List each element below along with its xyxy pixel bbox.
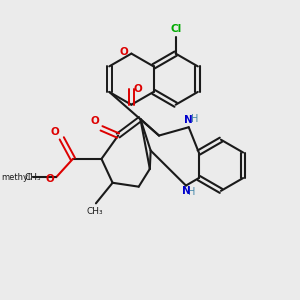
- Text: H: H: [191, 114, 198, 124]
- Text: N: N: [182, 186, 190, 196]
- Text: O: O: [91, 116, 99, 126]
- Text: methyl: methyl: [2, 173, 31, 182]
- Text: H: H: [188, 187, 196, 197]
- Text: Cl: Cl: [170, 24, 181, 34]
- Text: CH₃: CH₃: [86, 207, 103, 216]
- Text: O: O: [51, 127, 59, 137]
- Text: O: O: [45, 174, 54, 184]
- Text: O: O: [120, 47, 129, 57]
- Text: N: N: [184, 115, 193, 125]
- Text: CH₃: CH₃: [25, 173, 41, 182]
- Text: O: O: [133, 84, 142, 94]
